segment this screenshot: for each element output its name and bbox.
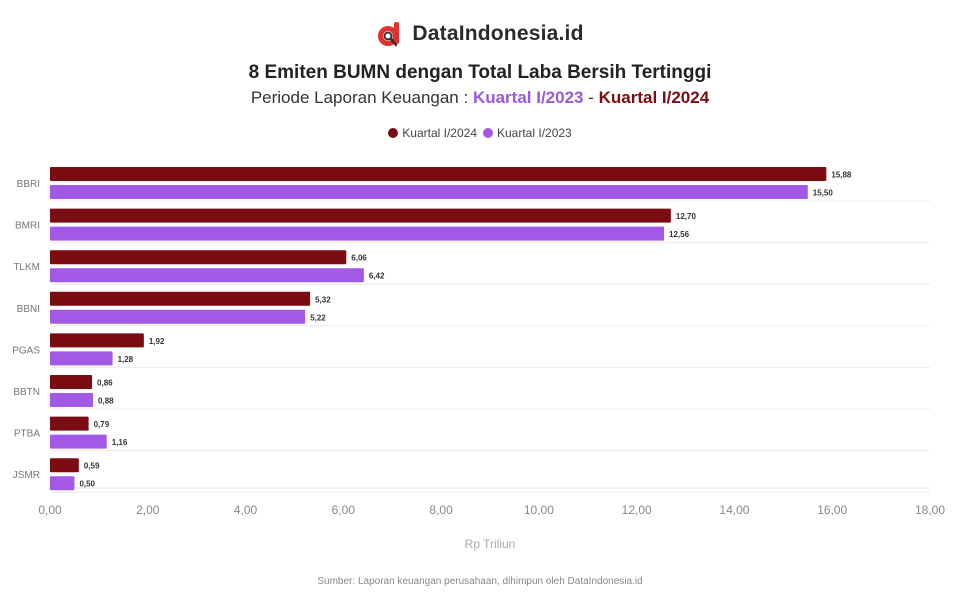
x-tick-label: 4,00 (234, 503, 258, 517)
chart-legend: Kuartal I/2024 Kuartal I/2023 (0, 126, 960, 140)
data-label-pgas-2024: 1,92 (149, 337, 165, 346)
bar-ptba-2024 (50, 416, 89, 431)
x-tick-label: 16,00 (817, 503, 847, 517)
bar-jsmr-2024 (50, 458, 79, 473)
category-label-bmri: BMRI (15, 221, 40, 232)
data-label-bbri-2024: 15,88 (831, 171, 852, 180)
data-label-bmri-2024: 12,70 (676, 212, 697, 221)
category-label-bbni: BBNI (17, 304, 40, 315)
dataindonesia-logo-icon (378, 22, 400, 47)
bar-bbtn-2024 (50, 375, 93, 389)
bar-bbni-2023 (50, 309, 306, 324)
category-label-bbtn: BBTN (13, 387, 40, 398)
data-label-bbtn-2023: 0,88 (98, 397, 114, 406)
brand-name: DataIndonesia.id (412, 22, 584, 45)
data-label-bbni-2023: 5,22 (310, 313, 326, 322)
x-tick-label: 18,00 (915, 503, 945, 517)
category-label-bbri: BBRI (17, 179, 40, 190)
x-tick-label: 12,00 (622, 503, 652, 517)
x-tick-label: 8,00 (429, 503, 453, 517)
legend-label-2023: Kuartal I/2023 (497, 126, 572, 140)
bar-bbtn-2023 (50, 393, 94, 407)
x-tick-label: 2,00 (136, 503, 160, 517)
bar-bmri-2023 (50, 226, 665, 241)
category-label-pgas: PGAS (12, 345, 40, 356)
bar-pgas-2023 (50, 351, 113, 366)
bar-jsmr-2023 (50, 476, 75, 491)
subtitle-period-2024: Kuartal I/2024 (598, 88, 710, 107)
legend-dot-2024 (388, 128, 399, 138)
bar-ptba-2023 (50, 434, 107, 449)
subtitle-prefix: Periode Laporan Keuangan : (250, 88, 473, 107)
bar-bmri-2024 (50, 208, 671, 223)
data-label-bmri-2023: 12,56 (669, 230, 690, 239)
legend-label-2024: Kuartal I/2024 (402, 126, 477, 140)
bar-pgas-2024 (50, 333, 144, 348)
bar-chart: BBRI 15,88 15,50 BMRI 12,70 12,56 TLKM 6,066,42… (12, 167, 945, 551)
x-axis-title: Rp Triliun (465, 537, 516, 551)
data-label-bbni-2024: 5,32 (315, 295, 331, 304)
source-note: Sumber: Laporan keuangan perusahaan, dih… (317, 576, 643, 587)
brand-header: DataIndonesia.id (0, 20, 960, 48)
x-tick-label: 6,00 (332, 503, 356, 517)
data-label-tlkm-2023: 6,42 (369, 272, 385, 281)
legend-dot-2023 (483, 128, 493, 138)
x-tick-label: 14,00 (719, 503, 749, 517)
chart-subtitle: Periode Laporan Keuangan : Kuartal I/202… (0, 88, 960, 108)
bar-tlkm-2024 (50, 250, 347, 265)
category-label-ptba: PTBA (14, 429, 40, 440)
legend-item-2024[interactable]: Kuartal I/2024 (388, 126, 477, 140)
subtitle-period-2023: Kuartal I/2023 (472, 88, 584, 107)
bar-tlkm-2023 (50, 268, 364, 283)
data-label-pgas-2023: 1,28 (118, 355, 134, 364)
data-label-bbtn-2024: 0,86 (97, 379, 113, 388)
data-label-ptba-2024: 0,79 (94, 420, 110, 429)
data-label-ptba-2023: 1,16 (112, 438, 128, 447)
legend-item-2023[interactable]: Kuartal I/2023 (483, 126, 572, 140)
data-label-tlkm-2024: 6,06 (351, 254, 367, 263)
chart-title: 8 Emiten BUMN dengan Total Laba Bersih T… (248, 62, 712, 83)
category-label-jsmr: JSMR (13, 470, 40, 481)
x-tick-label: 10,00 (524, 503, 554, 517)
bar-bbri-2023 (50, 185, 808, 199)
x-tick-label: 0,00 (38, 503, 62, 517)
category-label-tlkm: TLKM (13, 262, 40, 273)
data-label-jsmr-2024: 0,59 (84, 462, 100, 471)
subtitle-separator: - (583, 88, 599, 107)
data-label-jsmr-2023: 0,50 (79, 480, 95, 489)
data-label-bbri-2023: 15,50 (813, 189, 834, 198)
bar-bbni-2024 (50, 291, 311, 306)
bar-bbri-2024 (50, 167, 827, 181)
